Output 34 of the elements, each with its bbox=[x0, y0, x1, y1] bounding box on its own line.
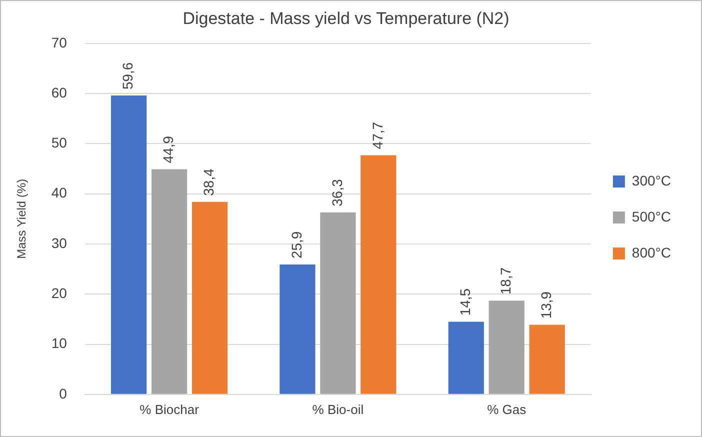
y-tick-label: 20 bbox=[51, 284, 68, 301]
legend-label: 800°C bbox=[632, 244, 672, 260]
legend-label: 500°C bbox=[632, 208, 672, 224]
data-label: 47,7 bbox=[369, 122, 386, 150]
bar bbox=[488, 300, 524, 394]
data-label: 36,3 bbox=[328, 178, 345, 206]
data-label: 38,4 bbox=[200, 168, 217, 196]
legend-label: 300°C bbox=[632, 172, 672, 188]
data-label: 59,6 bbox=[120, 62, 136, 90]
bar bbox=[320, 212, 356, 394]
y-tick-label: 70 bbox=[51, 34, 68, 50]
bar bbox=[280, 264, 316, 394]
data-label: 13,9 bbox=[538, 291, 554, 319]
chart-title: Digestate - Mass yield vs Temperature (N2) bbox=[182, 8, 510, 28]
bar bbox=[360, 155, 396, 394]
bar bbox=[111, 96, 147, 394]
data-label: 18,7 bbox=[497, 267, 514, 295]
data-label: 25,9 bbox=[288, 231, 304, 259]
y-tick-label: 60 bbox=[51, 84, 68, 100]
data-label: 44,9 bbox=[160, 136, 176, 164]
bar bbox=[448, 322, 484, 394]
x-tick-label: % Biochar bbox=[140, 402, 200, 417]
y-axis-title: Mass Yield (%) bbox=[14, 178, 29, 259]
bar bbox=[151, 169, 188, 394]
y-tick-label: 0 bbox=[59, 385, 68, 402]
data-label: 14,5 bbox=[456, 288, 473, 316]
y-tick-label: 10 bbox=[51, 335, 68, 352]
y-tick-label: 50 bbox=[51, 134, 68, 151]
x-tick-label: % Bio-oil bbox=[312, 402, 364, 417]
bar bbox=[192, 202, 228, 394]
x-tick-label: % Gas bbox=[487, 402, 527, 417]
y-tick-label: 40 bbox=[51, 184, 68, 201]
bar bbox=[529, 324, 565, 394]
y-tick-label: 30 bbox=[51, 234, 68, 251]
